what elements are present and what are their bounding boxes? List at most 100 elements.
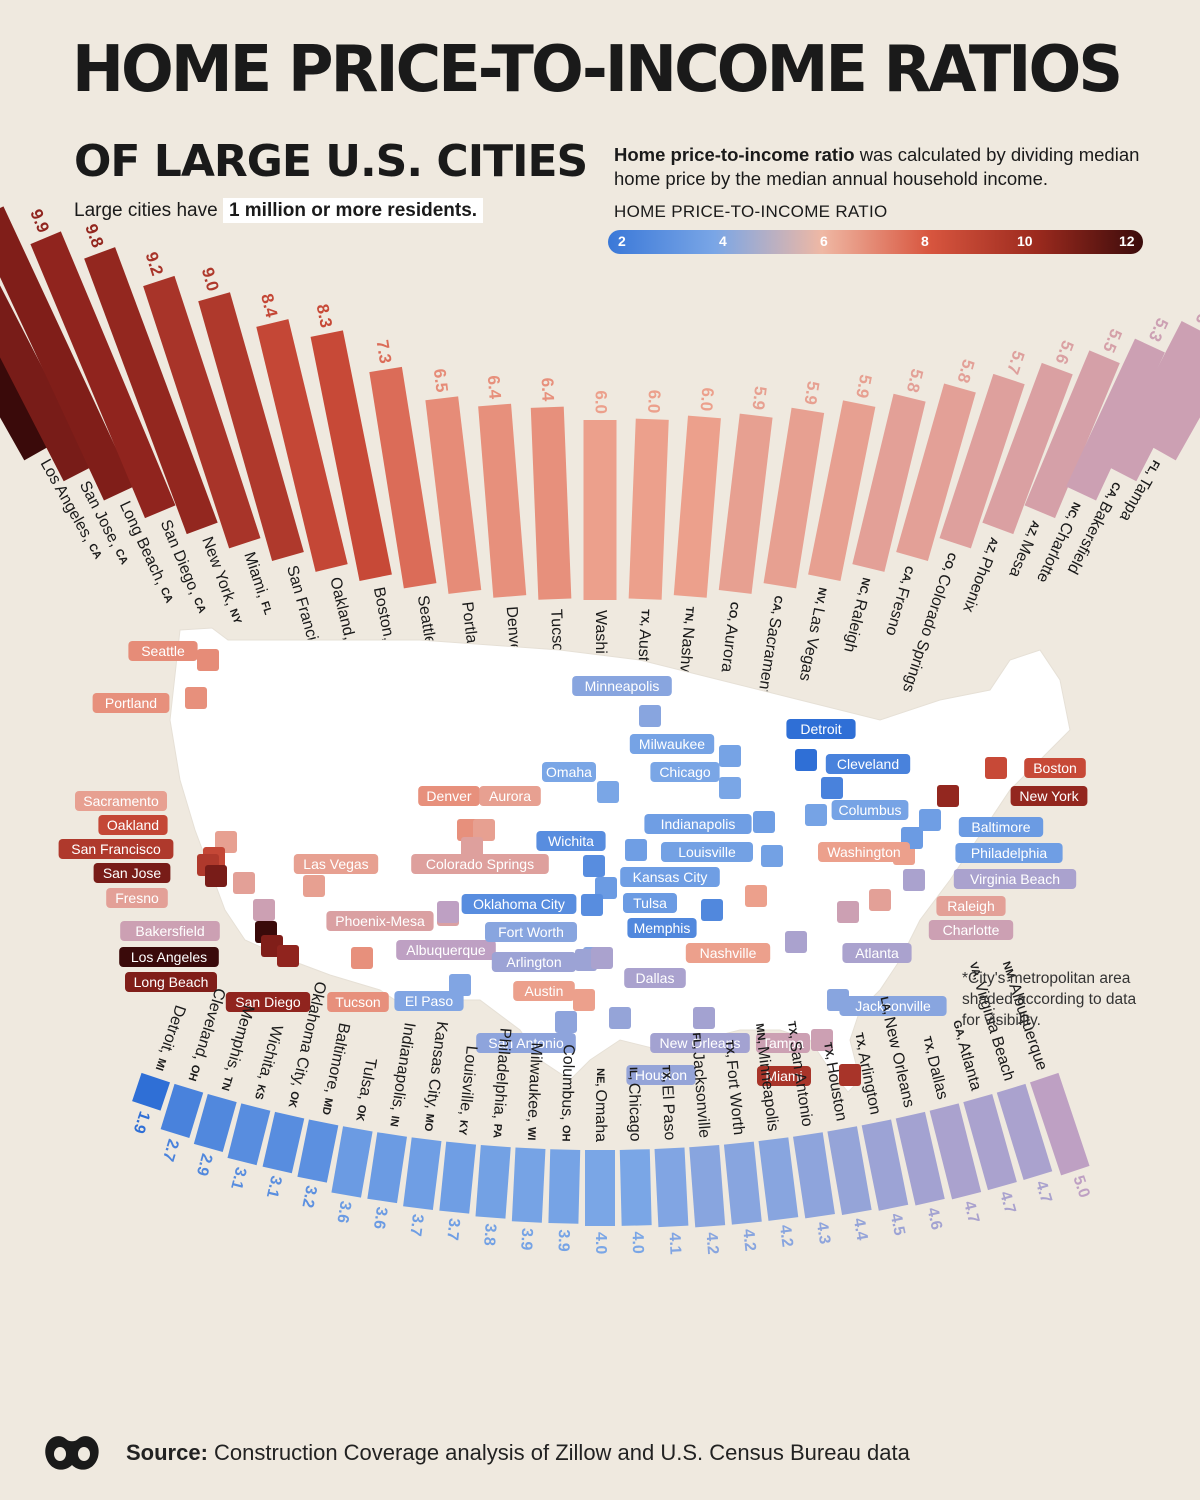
map-tag-bg [92,693,170,713]
metro-areas [185,649,1007,1086]
bar-value-label: 3.8 [480,1223,499,1247]
bar-value-label: 6.0 [644,389,664,413]
map-city-tag: New Orleans [650,1033,750,1053]
bar-value-label: 3.6 [370,1206,390,1231]
city-label: CA, Sacramento [753,594,787,704]
bar-value-label: 4.5 [887,1212,908,1237]
map-tag-bg [928,920,1014,940]
bar-value-label: 5.9 [800,380,822,406]
bar-value-label: 4.2 [776,1224,796,1248]
map-tag-bg [818,842,910,862]
bar [1024,350,1120,519]
bar-value-label: 4.2 [702,1232,721,1256]
footnote: *City's metropolitan area shaded accordi… [962,970,1137,1029]
map-city-tag: Aurora [479,786,541,806]
metro-area [837,901,859,923]
map-city-name: Virginia Beach [970,871,1060,887]
map-city-tag: Cleveland [825,754,911,774]
page-subtitle: OF LARGE U.S. CITIES [74,136,588,187]
bar [827,1126,872,1216]
metro-area [197,649,219,671]
map-city-tag: Fort Worth [485,922,577,942]
metro-area [693,1007,715,1029]
city-label: CO, Aurora [717,601,742,673]
bottom-bar-group: 4.2 FL, Jacksonville [689,1032,726,1256]
map-city-name: Omaha [546,764,592,780]
map-city-tag: Portland [92,693,170,713]
map-city-name: Las Vegas [303,856,368,872]
map-tag-bg [627,918,697,938]
metro-area [351,947,373,969]
map-city-tag: Kansas City [620,867,720,887]
map-city-name: Houston [635,1067,687,1083]
metro-area [795,749,817,771]
map-city-name: El Paso [405,993,453,1009]
map-city-name: San Jose [103,865,162,881]
definition-note: Home price-to-income ratio was calculate… [614,143,1154,191]
bar [0,206,134,501]
map-city-tag: Miami [757,1066,811,1086]
bar [478,403,527,598]
bar-value-label: 4.6 [923,1206,945,1232]
bar [297,1119,339,1183]
city-label: Columbus, OH [557,1044,576,1142]
map-city-tag: Boston [1024,758,1086,778]
map-city-name: Colorado Springs [426,856,534,872]
bar-value-label: 3.1 [227,1165,249,1191]
map-tag-bg [125,972,217,992]
map-tag-bg [106,888,168,908]
legend-tick: 8 [921,233,929,249]
bar [548,1149,581,1224]
bar-value-label: 3.1 [263,1174,285,1200]
map-city-name: Indianapolis [661,816,736,832]
map-tag-bg [394,991,464,1011]
map-tag-bg [396,940,496,960]
bar [310,330,392,581]
city-label: Kansas City, MO [419,1020,450,1132]
metro-area [609,1007,631,1029]
map-city-name: San Diego [235,994,301,1010]
map-city-name: Fresno [115,890,159,906]
map-city-tag: San Diego [225,992,311,1012]
top-bar-group: 6.0TX, Austin [628,389,669,674]
bar-value-label: 4.1 [665,1232,683,1255]
map-city-tag: Washington [818,842,910,862]
map-city-name: Denver [426,788,471,804]
map-city-tag: Wichita [536,831,606,851]
metro-area [581,894,603,916]
bar-value-label: 6.4 [538,377,558,402]
legend-gradient [608,230,1143,254]
city-label: NV, Las Vegas [796,586,831,683]
bar-value-label: 4.2 [739,1228,758,1252]
bar-value-label: 2.7 [159,1137,182,1163]
bar [963,1094,1017,1191]
map-tag-bg [624,968,686,988]
map-tag-bg [326,911,434,931]
metro-area [303,875,325,897]
bar-value-label: 5.9 [748,385,770,411]
metro-area [719,777,741,799]
bar [758,1137,799,1221]
map-city-name: Washington [827,844,900,860]
bottom-bar-group: 4.2 TX, Fort Worth [720,1039,762,1252]
map-city-tag: Columbus [831,800,909,820]
city-label: Cleveland, OH [183,986,228,1083]
map-tag-bg [620,867,720,887]
city-label: TX, Fort Worth [720,1039,746,1136]
bar [793,1132,835,1219]
metro-area [555,1011,577,1033]
map-city-name: Louisville [678,844,736,860]
bar-value-label: 4.7 [960,1199,982,1225]
map-city-tag: Tucson [327,992,389,1012]
map-city-tag: Indianapolis [644,814,752,834]
map-city-tag: Albuquerque [396,940,496,960]
map-city-name: Seattle [141,643,185,659]
top-bar-group: 6.0TN, Nashville [673,387,721,693]
bar [132,1072,170,1111]
map-tag-bg [225,992,311,1012]
map-city-name: Sacramento [83,793,159,809]
metro-area [437,901,459,923]
bar [673,415,721,598]
bar-value-label: 6.0 [696,387,717,412]
